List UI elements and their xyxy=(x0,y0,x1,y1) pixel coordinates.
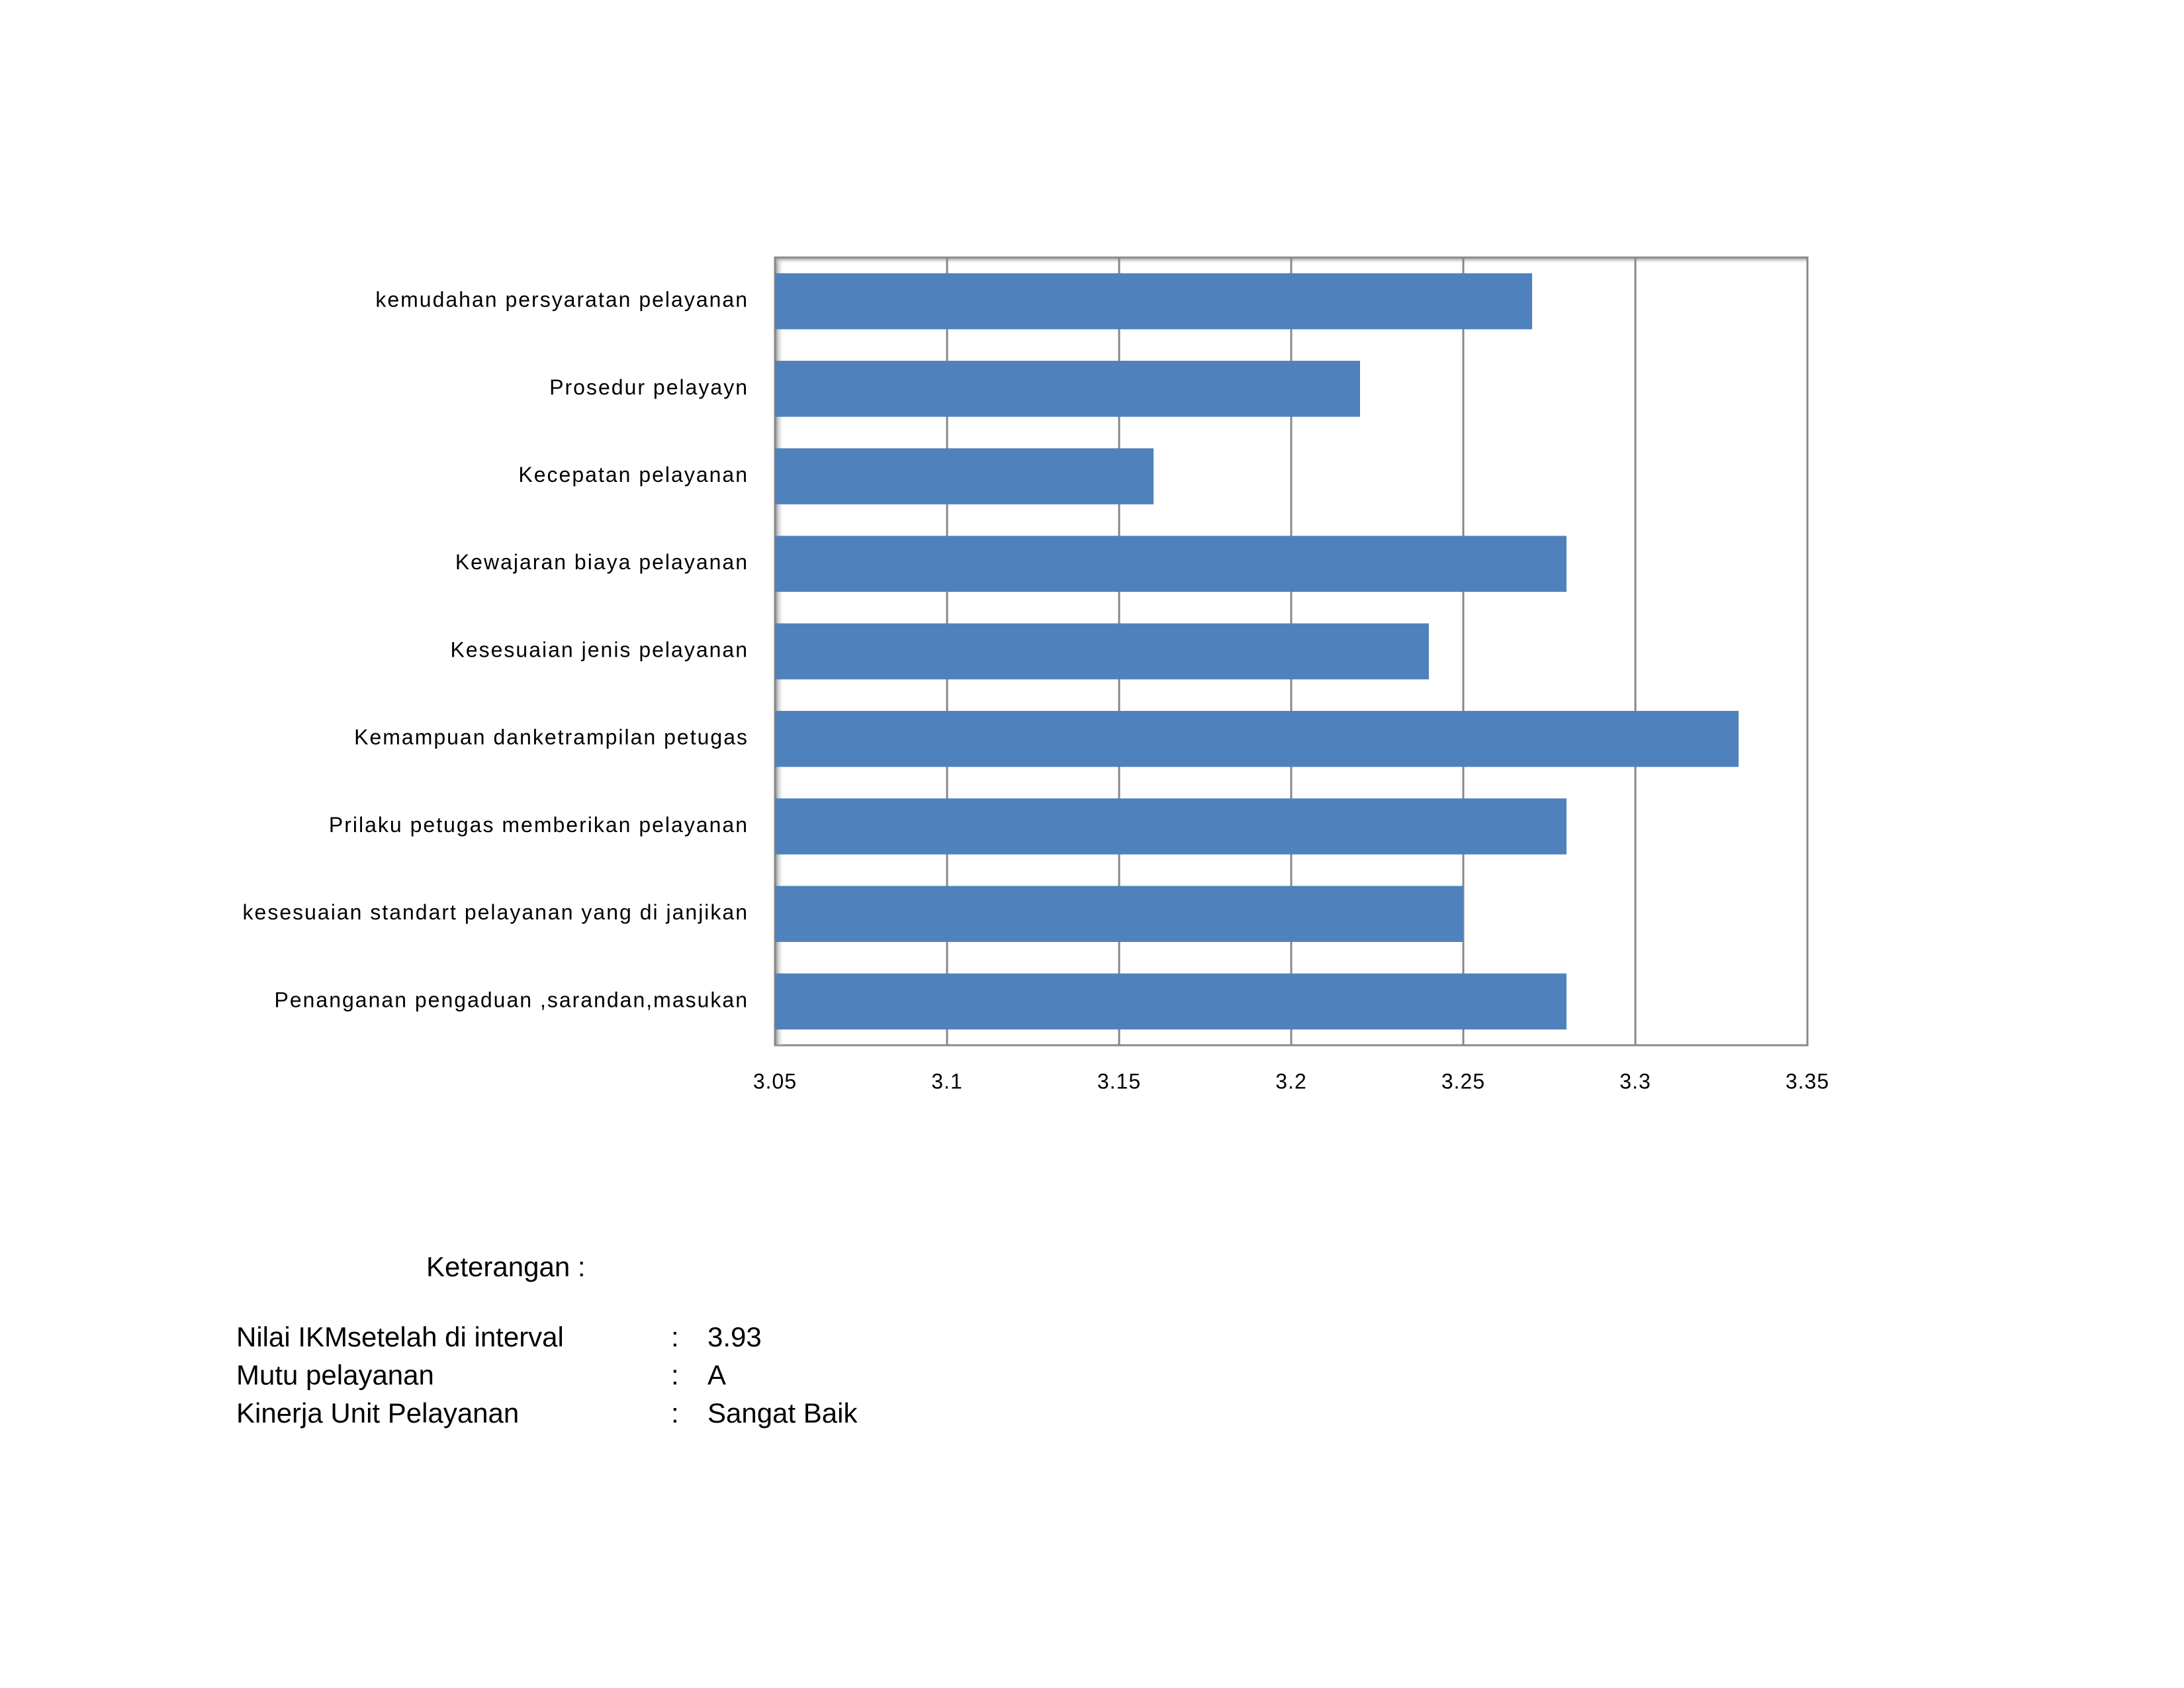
y-tick-label: Kemampuan danketrampilan petugas xyxy=(354,726,749,749)
bar xyxy=(775,886,1463,942)
note-separator: : xyxy=(671,1397,679,1429)
x-tick-label: 3.15 xyxy=(1097,1069,1141,1093)
y-tick-label: kesesuaian standart pelayanan yang di ja… xyxy=(243,900,749,924)
bar xyxy=(775,973,1567,1030)
x-tick-label: 3.25 xyxy=(1441,1069,1485,1093)
y-tick-label: Prilaku petugas memberikan pelayanan xyxy=(329,813,749,837)
y-tick-label: Kewajaran biaya pelayanan xyxy=(455,550,749,574)
x-tick-label: 3.2 xyxy=(1275,1069,1306,1093)
y-tick-label: Penanganan pengaduan ,sarandan,masukan xyxy=(274,988,749,1011)
bar xyxy=(775,448,1154,504)
note-label: Kinerja Unit Pelayanan xyxy=(236,1397,519,1429)
note-separator: : xyxy=(671,1321,679,1352)
y-tick-label: Kecepatan pelayanan xyxy=(518,463,749,487)
notes-title: Keterangan : xyxy=(426,1251,586,1282)
note-label: Mutu pelayanan xyxy=(236,1360,434,1391)
y-tick-label: Kesesuaian jenis pelayanan xyxy=(450,637,749,661)
y-tick-label: kemudahan persyaratan pelayanan xyxy=(375,288,749,312)
bar xyxy=(775,710,1739,767)
bar xyxy=(775,536,1567,592)
note-separator: : xyxy=(671,1360,679,1391)
x-tick-label: 3.3 xyxy=(1619,1069,1651,1093)
bar xyxy=(775,798,1567,855)
note-label: Nilai IKMsetelah di interval xyxy=(236,1321,564,1352)
x-tick-label: 3.35 xyxy=(1786,1069,1829,1093)
x-tick-label: 3.1 xyxy=(931,1069,962,1093)
y-tick-label: Prosedur pelayayn xyxy=(549,375,749,399)
x-tick-label: 3.05 xyxy=(753,1069,797,1093)
bar xyxy=(775,273,1532,330)
bar xyxy=(775,623,1429,680)
bar xyxy=(775,361,1360,417)
note-value: A xyxy=(707,1360,726,1391)
note-value: Sangat Baik xyxy=(707,1397,858,1429)
note-value: 3.93 xyxy=(707,1321,762,1352)
